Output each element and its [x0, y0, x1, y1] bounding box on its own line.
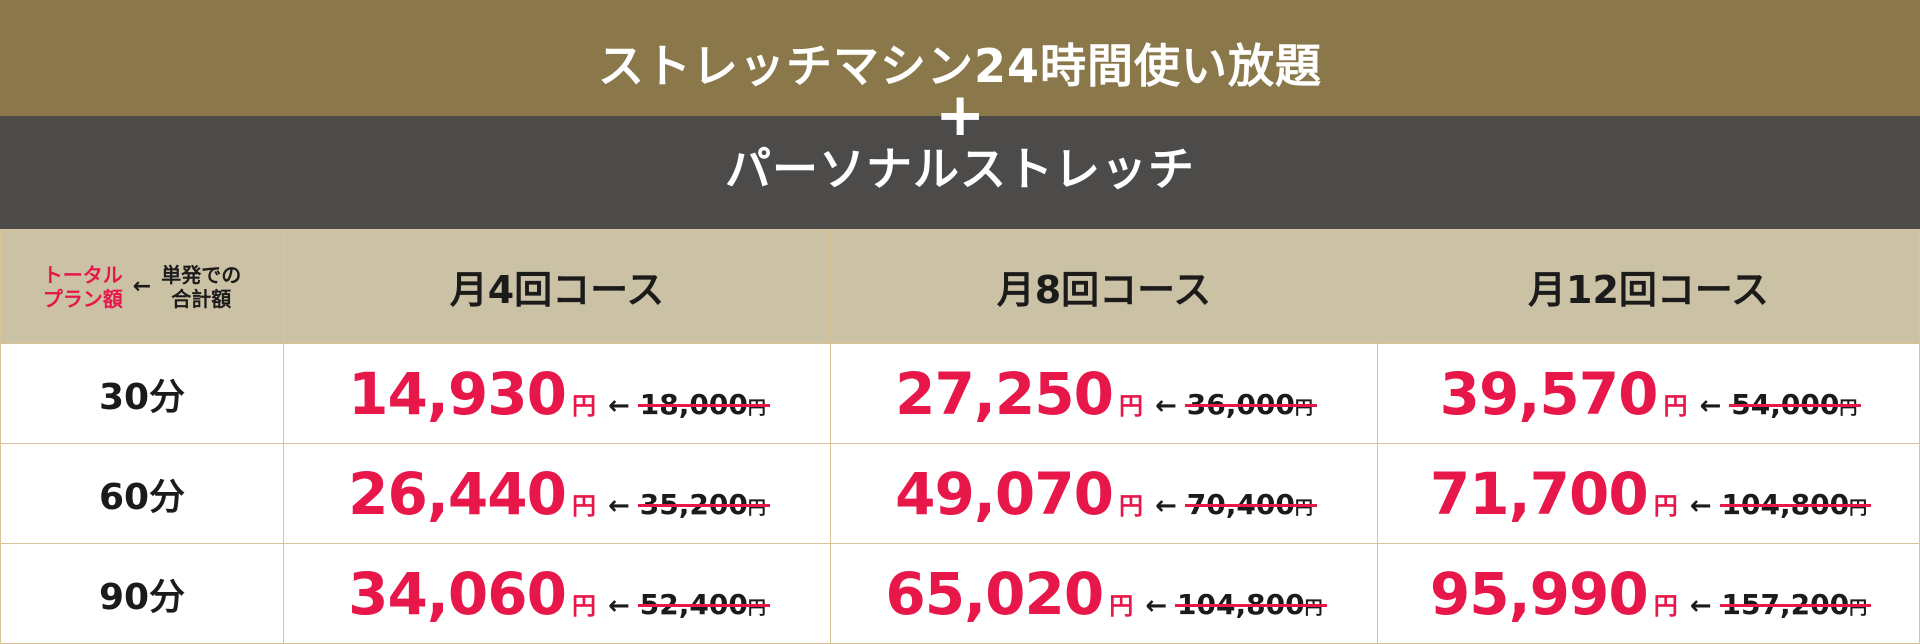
- header-title-line1: ストレッチマシン24時間使い放題: [597, 39, 1322, 93]
- duration-cell: 60分: [0, 443, 284, 544]
- original-price: 52,400円: [637, 588, 770, 621]
- original-yen-unit: 円: [1839, 397, 1858, 419]
- price-cell: 71,700 円 ← 104,800円: [1377, 443, 1920, 544]
- header-banner-top: ストレッチマシン24時間使い放題: [0, 0, 1920, 116]
- original-price: 35,200円: [637, 488, 770, 521]
- original-yen-unit: 円: [1294, 397, 1313, 419]
- plan-price: 27,250: [895, 359, 1114, 428]
- left-arrow-icon: ←: [1154, 490, 1177, 521]
- yen-unit: 円: [1118, 491, 1143, 520]
- price-group: 65,020 円 ← 104,800円: [831, 560, 1377, 628]
- table-row: 30分 14,930 円 ← 18,000円 27,250 円 ← 36,000円 39,570 円…: [0, 343, 1920, 444]
- plan-price: 71,700: [1429, 459, 1649, 528]
- price-group: 27,250 円 ← 36,000円: [831, 360, 1377, 428]
- original-yen-unit: 円: [747, 397, 766, 419]
- price-cell: 14,930 円 ← 18,000円: [283, 343, 831, 444]
- original-price: 157,200円: [1719, 588, 1872, 621]
- plan-price: 65,020: [885, 559, 1104, 628]
- original-yen-unit: 円: [1304, 597, 1323, 619]
- strikethrough-line: [1184, 504, 1317, 507]
- price-cell: 26,440 円 ← 35,200円: [283, 443, 831, 544]
- legend-cell: トータル プラン額 ← 単発での 合計額: [0, 229, 284, 344]
- original-yen-unit: 円: [747, 497, 766, 519]
- legend-single-line2: 合計額: [171, 286, 232, 311]
- yen-unit: 円: [1653, 591, 1678, 620]
- price-group: 49,070 円 ← 70,400円: [831, 460, 1377, 528]
- original-price: 70,400円: [1184, 488, 1317, 521]
- yen-unit: 円: [571, 391, 596, 420]
- strikethrough-line: [1719, 604, 1872, 607]
- plan-price: 49,070: [895, 459, 1114, 528]
- price-group: 26,440 円 ← 35,200円: [284, 460, 830, 528]
- left-arrow-icon: ←: [1699, 390, 1722, 421]
- price-group: 39,570 円 ← 54,000円: [1378, 360, 1919, 428]
- yen-unit: 円: [1118, 391, 1143, 420]
- table-header-row: トータル プラン額 ← 単発での 合計額 月4回コース 月8回コース 月12回コ…: [0, 229, 1920, 344]
- price-table: トータル プラン額 ← 単発での 合計額 月4回コース 月8回コース 月12回コ…: [0, 229, 1920, 644]
- price-group: 34,060 円 ← 52,400円: [284, 560, 830, 628]
- yen-unit: 円: [1663, 391, 1688, 420]
- price-cell: 39,570 円 ← 54,000円: [1377, 343, 1920, 444]
- price-group: 95,990 円 ← 157,200円: [1378, 560, 1919, 628]
- strikethrough-line: [1719, 504, 1872, 507]
- original-price: 104,800円: [1175, 588, 1327, 621]
- duration-cell: 90分: [0, 543, 284, 644]
- table-row: 90分 34,060 円 ← 52,400円 65,020 円 ← 104,800円 95,990…: [0, 543, 1920, 644]
- price-cell: 95,990 円 ← 157,200円: [1377, 543, 1920, 644]
- original-price: 104,800円: [1719, 488, 1872, 521]
- price-group: 14,930 円 ← 18,000円: [284, 360, 830, 428]
- plan-price: 95,990: [1429, 559, 1649, 628]
- left-arrow-icon: ←: [1689, 490, 1712, 521]
- plan-price: 14,930: [348, 359, 567, 428]
- original-price: 18,000円: [637, 388, 770, 421]
- strikethrough-line: [1729, 404, 1862, 407]
- plan-price: 39,570: [1439, 359, 1659, 428]
- original-yen-unit: 円: [1849, 497, 1868, 519]
- yen-unit: 円: [1653, 491, 1678, 520]
- price-cell: 65,020 円 ← 104,800円: [830, 543, 1378, 644]
- original-yen-unit: 円: [1849, 597, 1868, 619]
- strikethrough-line: [1184, 404, 1317, 407]
- left-arrow-icon: ←: [132, 274, 152, 299]
- price-group: 71,700 円 ← 104,800円: [1378, 460, 1919, 528]
- price-cell: 49,070 円 ← 70,400円: [830, 443, 1378, 544]
- legend-plan-line2: プラン額: [42, 286, 123, 311]
- original-price: 36,000円: [1184, 388, 1317, 421]
- legend: トータル プラン額 ← 単発での 合計額: [1, 263, 283, 311]
- original-yen-unit: 円: [1294, 497, 1313, 519]
- strikethrough-line: [637, 404, 770, 407]
- duration-cell: 30分: [0, 343, 284, 444]
- plus-icon: +: [935, 80, 986, 150]
- plan-price: 34,060: [348, 559, 567, 628]
- yen-unit: 円: [1109, 591, 1134, 620]
- original-price: 54,000円: [1729, 388, 1862, 421]
- original-yen-unit: 円: [747, 597, 766, 619]
- left-arrow-icon: ←: [1145, 590, 1168, 621]
- left-arrow-icon: ←: [1154, 390, 1177, 421]
- course-header-12: 月12回コース: [1377, 229, 1920, 344]
- strikethrough-line: [637, 604, 770, 607]
- header-title-line2: パーソナルストレッチ: [725, 142, 1195, 196]
- yen-unit: 円: [571, 491, 596, 520]
- legend-single-label: 単発での 合計額: [161, 263, 241, 311]
- course-header-8: 月8回コース: [830, 229, 1378, 344]
- left-arrow-icon: ←: [1689, 590, 1712, 621]
- yen-unit: 円: [571, 591, 596, 620]
- header-banner-bottom: パーソナルストレッチ: [0, 116, 1920, 229]
- price-cell: 34,060 円 ← 52,400円: [283, 543, 831, 644]
- plan-price: 26,440: [348, 459, 567, 528]
- left-arrow-icon: ←: [607, 390, 630, 421]
- table-row: 60分 26,440 円 ← 35,200円 49,070 円 ← 70,400円 71,700 円…: [0, 443, 1920, 544]
- legend-single-line1: 単発での: [161, 262, 242, 287]
- left-arrow-icon: ←: [607, 590, 630, 621]
- strikethrough-line: [1175, 604, 1327, 607]
- legend-plan-label: トータル プラン額: [43, 263, 123, 311]
- strikethrough-line: [637, 504, 770, 507]
- left-arrow-icon: ←: [607, 490, 630, 521]
- legend-plan-line1: トータル: [42, 262, 123, 287]
- price-cell: 27,250 円 ← 36,000円: [830, 343, 1378, 444]
- course-header-4: 月4回コース: [283, 229, 831, 344]
